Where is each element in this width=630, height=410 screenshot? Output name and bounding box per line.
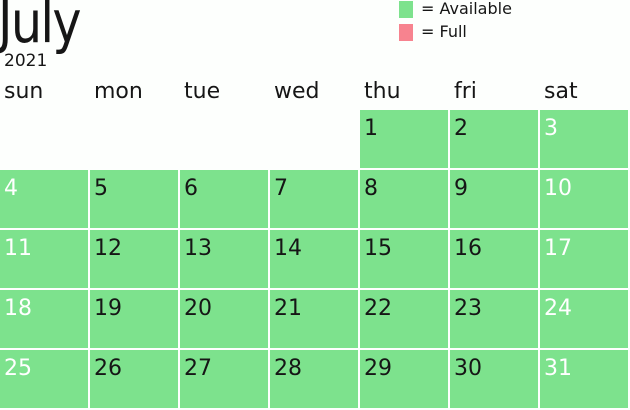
- day-cell[interactable]: 27: [180, 350, 268, 408]
- day-cell[interactable]: 29: [360, 350, 448, 408]
- day-number: 4: [4, 176, 18, 201]
- legend-full: = Full: [399, 23, 467, 41]
- day-cell[interactable]: 19: [90, 290, 178, 348]
- day-number: 28: [274, 356, 302, 381]
- day-cell[interactable]: 3: [540, 110, 628, 168]
- weekday-header-thu: thu: [364, 79, 401, 104]
- day-number: 5: [94, 176, 108, 201]
- day-number: 10: [544, 176, 572, 201]
- day-cell[interactable]: 23: [450, 290, 538, 348]
- day-number: 20: [184, 296, 212, 321]
- full-swatch: [399, 23, 413, 41]
- day-number: 1: [364, 116, 378, 141]
- day-cell[interactable]: 28: [270, 350, 358, 408]
- day-cell[interactable]: 26: [90, 350, 178, 408]
- day-number: 26: [94, 356, 122, 381]
- day-number: 18: [4, 296, 32, 321]
- day-number: 6: [184, 176, 198, 201]
- day-number: 21: [274, 296, 302, 321]
- day-number: 24: [544, 296, 572, 321]
- day-number: 14: [274, 236, 302, 261]
- day-cell[interactable]: 21: [270, 290, 358, 348]
- day-number: 12: [94, 236, 122, 261]
- day-number: 13: [184, 236, 212, 261]
- day-cell[interactable]: 18: [0, 290, 88, 348]
- day-number: 19: [94, 296, 122, 321]
- day-number: 3: [544, 116, 558, 141]
- weekday-header-wed: wed: [274, 79, 320, 104]
- day-number: 15: [364, 236, 392, 261]
- day-cell[interactable]: 11: [0, 230, 88, 288]
- day-number: 31: [544, 356, 572, 381]
- weekday-header-mon: mon: [94, 79, 143, 104]
- day-number: 30: [454, 356, 482, 381]
- day-cell[interactable]: 7: [270, 170, 358, 228]
- day-number: 9: [454, 176, 468, 201]
- day-cell[interactable]: 30: [450, 350, 538, 408]
- day-cell[interactable]: 20: [180, 290, 268, 348]
- year-label: 2021: [4, 51, 48, 71]
- day-number: 8: [364, 176, 378, 201]
- legend-available: = Available: [399, 0, 512, 18]
- weekday-header-fri: fri: [454, 79, 477, 104]
- day-cell[interactable]: 4: [0, 170, 88, 228]
- day-cell[interactable]: 9: [450, 170, 538, 228]
- day-number: 25: [4, 356, 32, 381]
- month-title: July: [0, 0, 82, 56]
- day-cell[interactable]: 14: [270, 230, 358, 288]
- day-number: 7: [274, 176, 288, 201]
- day-number: 22: [364, 296, 392, 321]
- day-number: 23: [454, 296, 482, 321]
- day-cell[interactable]: 25: [0, 350, 88, 408]
- day-number: 16: [454, 236, 482, 261]
- day-cell[interactable]: 31: [540, 350, 628, 408]
- day-number: 2: [454, 116, 468, 141]
- day-cell[interactable]: 17: [540, 230, 628, 288]
- day-cell[interactable]: 13: [180, 230, 268, 288]
- weekday-header-sat: sat: [544, 79, 578, 104]
- day-cell[interactable]: 8: [360, 170, 448, 228]
- weekday-header-tue: tue: [184, 79, 221, 104]
- day-cell[interactable]: 22: [360, 290, 448, 348]
- day-number: 11: [4, 236, 32, 261]
- day-number: 29: [364, 356, 392, 381]
- legend-label: = Available: [421, 0, 512, 18]
- day-cell[interactable]: 1: [360, 110, 448, 168]
- day-number: 27: [184, 356, 212, 381]
- day-cell[interactable]: 24: [540, 290, 628, 348]
- day-cell[interactable]: 12: [90, 230, 178, 288]
- day-cell[interactable]: 2: [450, 110, 538, 168]
- day-cell[interactable]: 5: [90, 170, 178, 228]
- weekday-header-sun: sun: [4, 79, 44, 104]
- legend-label: = Full: [421, 22, 467, 41]
- day-cell[interactable]: 16: [450, 230, 538, 288]
- day-number: 17: [544, 236, 572, 261]
- day-cell[interactable]: 10: [540, 170, 628, 228]
- day-cell[interactable]: 15: [360, 230, 448, 288]
- day-cell[interactable]: 6: [180, 170, 268, 228]
- available-swatch: [399, 0, 413, 18]
